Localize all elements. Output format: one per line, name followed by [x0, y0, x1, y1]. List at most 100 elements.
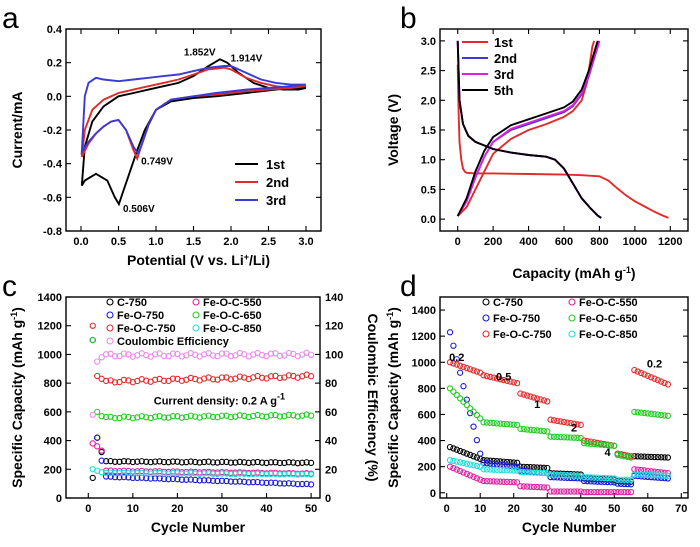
panel-b-legend-label: 1st: [494, 35, 513, 50]
panel-c-point-Fe-O-C-850: [196, 470, 203, 477]
panel-c-point-Fe-O-C-850: [134, 470, 141, 477]
panel-c-point-Fe-O-750: [169, 475, 177, 483]
panel-d-point-Fe-O-C-650: [664, 412, 672, 419]
panel-d-xtick-label: 40: [575, 503, 587, 515]
panel-c-legend-label: Fe-O-C-850: [203, 323, 262, 335]
panel-d-point-Fe-O-C-850: [584, 474, 591, 481]
panel-d-point-Fe-O-C-650: [597, 441, 605, 448]
panel-d-point-Fe-O-C-850: [446, 456, 454, 464]
panel-d-point-Fe-O-C-850: [580, 473, 588, 481]
panel-d-point-Fe-O-C-850: [560, 471, 568, 479]
panel-d-point-Fe-O-C-750: [493, 375, 501, 382]
panel-d-point-C-750: [456, 447, 464, 455]
panel-d-point-Fe-O-C-850: [557, 471, 564, 479]
panel-d-point-Fe-O-C-550: [453, 466, 460, 473]
panel-d-point-Fe-O-C-650: [534, 427, 541, 434]
panel-a-ytick-label: -0.8: [43, 226, 62, 238]
panel-d-point-Fe-O-C-750: [530, 394, 537, 401]
panel-d-point-Fe-O-C-650: [644, 410, 651, 417]
panel-c-point-C-750: [156, 458, 163, 465]
panel-d-point-Fe-O-C-650: [497, 420, 504, 427]
panel-c-ytick-label: 1400: [38, 292, 62, 304]
panel-d-point-Fe-O-C-650: [611, 442, 618, 449]
panel-d-point-Fe-O-C-750: [483, 372, 491, 380]
panel-c-point-Fe-O-C-650: [143, 414, 150, 421]
panel-c-point-C-750: [178, 459, 186, 466]
panel-c-point-Fe-O-750: [111, 473, 119, 481]
panel-d-point-C-750: [661, 454, 668, 461]
panel-d-point-Fe-O-C-650: [617, 452, 625, 459]
panel-d-point-Fe-O-750: [594, 478, 601, 485]
panel-d-point-Fe-O-C-850: [510, 467, 517, 474]
panel-b-ytick-label: 2.5: [421, 66, 436, 78]
panel-c-point-Fe-O-750: [120, 473, 128, 481]
panel-c-point-Fe-O-C-650: [192, 413, 199, 420]
panel-a-ytick-label: 0.2: [47, 58, 62, 70]
panel-d-point-Fe-O-C-850: [658, 472, 665, 479]
panel-d-point-Fe-O-C-550: [597, 488, 605, 496]
panel-d-ytick-label: 1000: [412, 357, 436, 369]
panel-c-point-Fe-O-C-650: [276, 413, 284, 420]
panel-c-point-Fe-O-C-650: [307, 412, 315, 419]
panel-c-point-Coulombic Efficiency: [111, 353, 119, 360]
panel-d-point-Fe-O-C-650: [661, 412, 668, 419]
panel-d-point-Fe-O-C-750: [517, 390, 524, 397]
panel-d-point-Fe-O-C-850: [554, 471, 561, 478]
panel-d-point-Fe-O-C-750: [503, 377, 511, 384]
panel-b-xtick-label: 400: [519, 236, 537, 248]
panel-d-point-Fe-O-C-650: [584, 440, 591, 447]
panel-d-legend-label: Fe-O-C-850: [579, 329, 638, 341]
panel-c-point-Fe-O-C-850: [303, 470, 310, 478]
panel-c-point-Fe-O-C-650: [209, 413, 217, 421]
panel-d-point-Fe-O-C-850: [594, 474, 601, 481]
panel-c-point-C-750: [143, 458, 150, 465]
panel-c-point-Fe-O-C-850: [236, 470, 243, 477]
panel-d-point-Fe-O-C-550: [544, 484, 551, 491]
panel-c-point-Fe-O-C-650: [151, 413, 159, 420]
panel-d-point-Fe-O-C-850: [641, 471, 648, 479]
panel-d-point-Fe-O-750: [450, 342, 457, 349]
panel-c-point-Fe-O-C-850: [218, 470, 226, 477]
panel-c-point-Fe-O-C-750: [236, 373, 243, 380]
panel-d-rate-label: 0.5: [496, 372, 511, 384]
panel-c-point-Fe-O-C-850: [245, 471, 252, 478]
panel-d-point-Fe-O-C-850: [544, 470, 551, 477]
panel-d-point-C-750: [470, 453, 477, 460]
panel-c-y2tick-label: 0: [325, 493, 331, 505]
panel-c-point-C-750: [303, 459, 310, 466]
panel-d-ytick-label: 1400: [412, 305, 436, 317]
panel-d-point-Fe-O-C-650: [607, 442, 615, 449]
panel-c-xtick-label: 0: [85, 503, 91, 515]
panel-d-point-Fe-O-C-850: [520, 468, 527, 476]
panel-c-point-C-750: [241, 459, 248, 466]
panel-d-legend-marker: [482, 298, 490, 306]
panel-c-point-Coulombic Efficiency: [272, 350, 279, 357]
panel-c-point-C-750: [205, 458, 212, 465]
panel-d-point-Fe-O-C-650: [637, 409, 645, 416]
panel-d-point-Fe-O-C-750: [554, 417, 561, 424]
panel-d-point-Fe-O-C-650: [577, 434, 584, 442]
panel-c-point-C-750: [111, 458, 119, 465]
panel-c-point-Fe-O-C-750: [160, 377, 168, 384]
panel-d-point-Fe-O-C-550: [473, 475, 481, 482]
panel-d-point-Fe-O-C-850: [467, 461, 474, 468]
panel-d-point-Fe-O-C-550: [557, 488, 564, 495]
panel-c-point-Fe-O-C-650: [178, 414, 186, 421]
panel-d-point-Fe-O-C-850: [644, 471, 651, 479]
panel-c-point-Fe-O-750: [129, 474, 136, 482]
panel-b-charge-1st: [457, 40, 596, 217]
panel-b-ytick-label: 0.5: [421, 184, 436, 196]
panel-d-point-Fe-O-C-850: [523, 469, 531, 476]
panel-d-point-Fe-O-C-550: [493, 478, 501, 485]
panel-d-point-Fe-O-C-550: [467, 472, 474, 479]
panel-c-y2tick-label: 100: [325, 349, 343, 361]
panel-d-xtick-label: 20: [508, 503, 520, 515]
panel-c-point-Fe-O-750: [178, 476, 186, 483]
panel-d-point-Fe-O-C-550: [587, 488, 594, 496]
panel-c-point-C-750: [218, 458, 226, 466]
panel-b-xtick-label: 1000: [623, 236, 647, 248]
panel-c-point-Fe-O-C-650: [227, 413, 235, 421]
panel-c-point-Fe-O-C-750: [178, 377, 186, 384]
panel-d-point-Fe-O-C-850: [537, 469, 544, 477]
panel-d-point-Fe-O-C-650: [580, 440, 588, 447]
